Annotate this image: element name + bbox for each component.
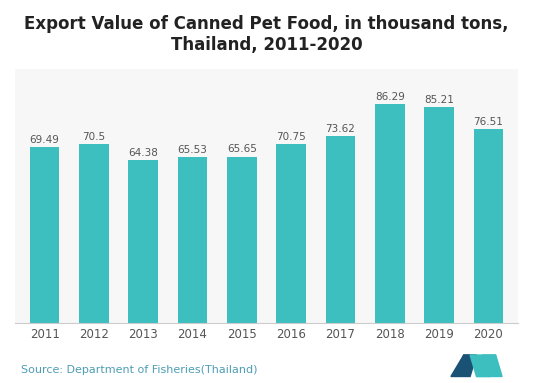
Text: 86.29: 86.29: [375, 92, 405, 102]
Bar: [277, 144, 306, 323]
Text: 85.21: 85.21: [424, 95, 454, 105]
Polygon shape: [477, 355, 496, 376]
Bar: [177, 157, 207, 323]
Polygon shape: [457, 355, 477, 376]
Bar: [30, 147, 59, 323]
Bar: [474, 129, 503, 323]
Bar: [227, 157, 256, 323]
Text: 69.49: 69.49: [30, 135, 60, 145]
Text: 76.51: 76.51: [473, 117, 503, 127]
Title: Export Value of Canned Pet Food, in thousand tons,
Thailand, 2011-2020: Export Value of Canned Pet Food, in thou…: [24, 15, 509, 54]
Text: 65.53: 65.53: [177, 145, 207, 155]
Text: 70.5: 70.5: [82, 132, 106, 142]
Bar: [128, 160, 158, 323]
Polygon shape: [470, 355, 489, 376]
Bar: [326, 136, 356, 323]
Bar: [424, 107, 454, 323]
Polygon shape: [451, 355, 470, 376]
Bar: [375, 104, 405, 323]
Text: 73.62: 73.62: [326, 124, 356, 134]
Text: 64.38: 64.38: [128, 148, 158, 158]
Text: 65.65: 65.65: [227, 144, 257, 154]
Polygon shape: [483, 355, 502, 376]
Text: 70.75: 70.75: [276, 131, 306, 142]
Bar: [79, 144, 109, 323]
Text: Source: Department of Fisheries(Thailand): Source: Department of Fisheries(Thailand…: [21, 365, 258, 375]
